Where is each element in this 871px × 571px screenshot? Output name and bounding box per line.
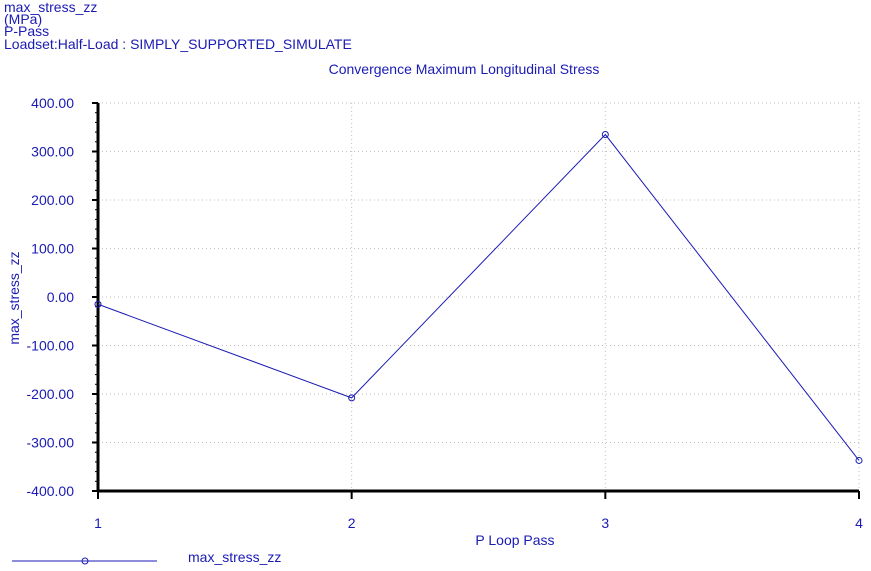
x-axis-label: P Loop Pass xyxy=(475,532,554,548)
y-tick-label: 200.00 xyxy=(31,192,74,208)
y-tick-label: 0.00 xyxy=(47,289,74,305)
grid xyxy=(98,102,860,491)
header-analysis-type: P-Pass xyxy=(4,23,50,39)
data-point xyxy=(348,394,356,402)
y-tick-label: 100.00 xyxy=(31,241,74,257)
legend-label: max_stress_zz xyxy=(188,549,281,565)
series-max-stress-zz xyxy=(94,131,863,464)
x-tick-label: 1 xyxy=(94,515,102,531)
y-tick-label: 400.00 xyxy=(31,95,74,111)
header-units: (MPa) xyxy=(4,11,43,27)
y-tick-label: -300.00 xyxy=(27,435,75,451)
header-quantity: max_stress_zz xyxy=(4,0,98,15)
axes xyxy=(92,102,860,499)
data-point xyxy=(94,300,102,308)
legend-marker xyxy=(81,557,89,565)
chart-title: Convergence Maximum Longitudinal Stress xyxy=(329,61,600,77)
y-axis-label: max_stress_zz xyxy=(6,251,22,344)
x-tick-label: 3 xyxy=(601,515,609,531)
legend: max_stress_zz xyxy=(12,549,281,565)
x-tick-labels: 1 2 3 4 xyxy=(94,515,863,531)
y-tick-labels: 400.00 300.00 200.00 100.00 0.00 -100.00 -200.… xyxy=(27,95,75,499)
data-point xyxy=(601,131,609,139)
header-loadset: Loadset:Half-Load : SIMPLY_SUPPORTED_SIM… xyxy=(4,36,352,52)
y-tick-label: -400.00 xyxy=(27,483,75,499)
series-line xyxy=(97,133,860,461)
data-point xyxy=(855,456,863,464)
x-tick-label: 4 xyxy=(855,515,863,531)
y-tick-label: 300.00 xyxy=(31,144,74,160)
y-tick-label: -200.00 xyxy=(27,386,75,402)
y-tick-label: -100.00 xyxy=(27,338,75,354)
x-tick-label: 2 xyxy=(348,515,356,531)
